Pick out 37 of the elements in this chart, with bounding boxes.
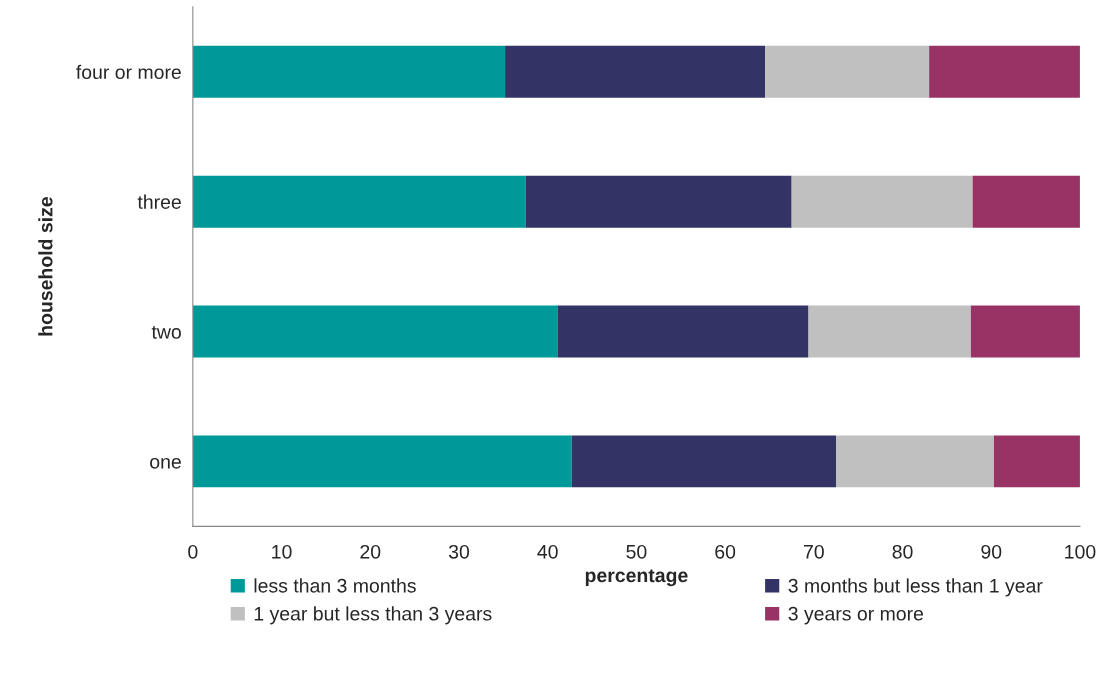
bar: [571, 435, 836, 488]
bar: [765, 45, 930, 98]
x-tick-label: 100: [1065, 544, 1096, 559]
x-axis-title: percentage: [585, 569, 688, 587]
legend-label: 1 year but less than 3 years: [254, 606, 492, 625]
y-tick-label: one: [150, 457, 181, 469]
legend-label: 3 months but less than 1 year: [788, 578, 1043, 597]
bar: [192, 45, 506, 98]
x-tick-label: 20: [360, 544, 381, 559]
bar: [557, 305, 809, 358]
x-tick-label: 80: [892, 544, 913, 559]
bar: [192, 435, 572, 488]
y-axis-title: household size: [38, 197, 53, 336]
bar: [929, 45, 1080, 98]
y-tick-label: four or more: [76, 64, 181, 80]
bar: [836, 435, 994, 488]
bar: [505, 45, 766, 98]
y-tick-label: three: [137, 194, 181, 209]
bar: [808, 305, 971, 358]
x-tick-label: 90: [981, 544, 1002, 559]
bar: [791, 175, 973, 228]
x-tick-label: 60: [715, 544, 736, 559]
legend-label: less than 3 months: [254, 578, 416, 593]
x-tick-label: 70: [804, 544, 824, 559]
y-tick-label: two: [151, 326, 181, 339]
bar: [192, 305, 558, 358]
bar: [192, 175, 526, 228]
x-tick-label: 10: [272, 544, 292, 559]
bar: [993, 435, 1080, 488]
x-tick-label: 30: [448, 544, 470, 559]
x-tick-label: 50: [626, 544, 647, 559]
legend-label: 3 years or more: [788, 606, 924, 625]
bar: [970, 305, 1080, 358]
bar: [525, 175, 792, 228]
x-tick-label: 40: [537, 544, 558, 559]
x-tick-label: 0: [188, 544, 198, 559]
bar: [972, 175, 1080, 228]
